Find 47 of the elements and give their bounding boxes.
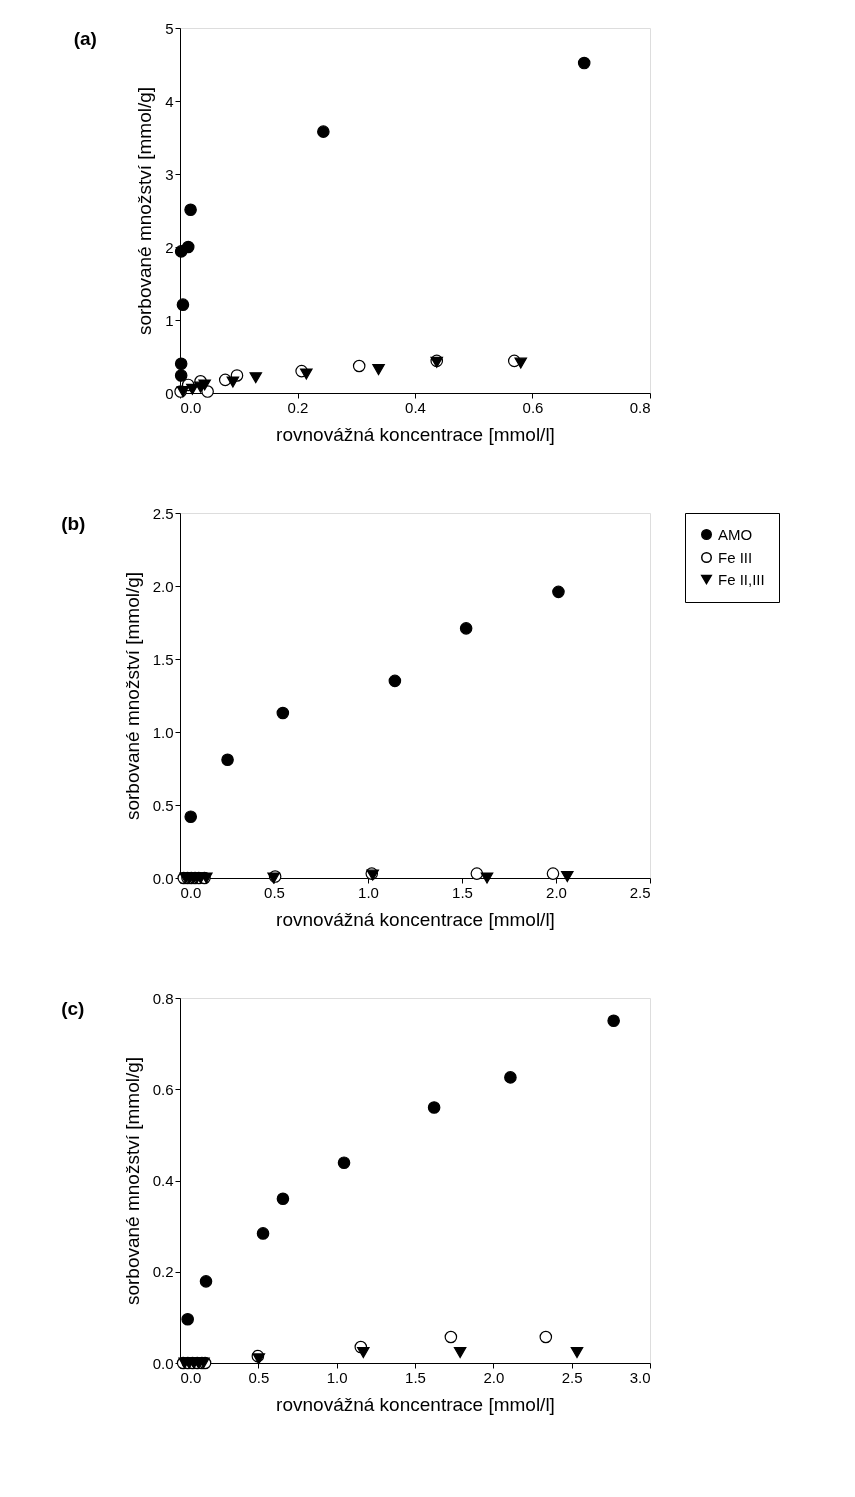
y-tick-label: 0.0 [152,1354,174,1372]
x-tick-label: 2.5 [561,1368,583,1386]
y-axis-title: sorbované množství [mmol/g] [134,86,156,336]
legend-label: Fe II,III [718,570,765,588]
chart-title: (c) [61,998,85,1019]
x-tick-label: 0.8 [629,398,651,416]
y-tick-label: 3 [165,165,174,183]
x-tick-label: 2.5 [629,883,651,901]
x-axis-title: rovnovážná koncentrace [mmol/l] [276,908,555,930]
y-tick-label: 4 [165,92,174,110]
y-tick-label: 2 [165,238,174,256]
y-tick-label: 0.2 [152,1263,174,1281]
x-tick-label: 2.0 [546,883,567,901]
y-tick-label: 0.0 [152,869,174,887]
x-tick-label: 1.0 [358,883,379,901]
y-tick-label: 2.0 [152,577,174,595]
y-tick-label: 1.0 [152,723,174,741]
x-tick-label: 3.0 [629,1368,651,1386]
x-tick-label: 0.4 [405,398,426,416]
x-tick-label: 0.6 [522,398,544,416]
x-tick-label: 0.0 [180,1368,202,1386]
y-axis-title: sorbované množství [mmol/g] [121,1056,143,1306]
x-tick-label: 0.2 [287,398,309,416]
y-tick-label: 0.5 [152,796,174,814]
x-tick-label: 2.0 [483,1368,505,1386]
x-tick-label: 0.0 [180,883,202,901]
legend-label: Fe III [718,548,753,566]
x-axis-title: rovnovážná koncentrace [mmol/l] [276,1393,555,1415]
y-tick-label: 1.5 [152,650,174,668]
y-tick-label: 5 [165,19,174,37]
x-tick-label: 1.0 [326,1368,348,1386]
x-tick-label: 0.5 [248,1368,270,1386]
y-tick-label: 1 [165,311,174,329]
y-axis-title: sorbované množství [mmol/g] [121,571,143,821]
x-tick-label: 1.5 [405,1368,426,1386]
y-tick-label: 0 [165,384,174,402]
legend-label: AMO [718,525,753,543]
y-tick-label: 0.8 [152,989,174,1007]
y-tick-label: 0.4 [152,1172,174,1189]
y-tick-label: 0.6 [152,1080,174,1098]
y-tick-label: 2.5 [152,504,174,522]
x-tick-label: 1.5 [452,883,473,901]
x-tick-label: 0.0 [180,398,202,416]
chart-title: (b) [61,513,86,534]
chart-title: (a) [73,28,97,49]
x-axis-title: rovnovážná koncentrace [mmol/l] [276,423,555,445]
x-tick-label: 0.5 [264,883,285,901]
